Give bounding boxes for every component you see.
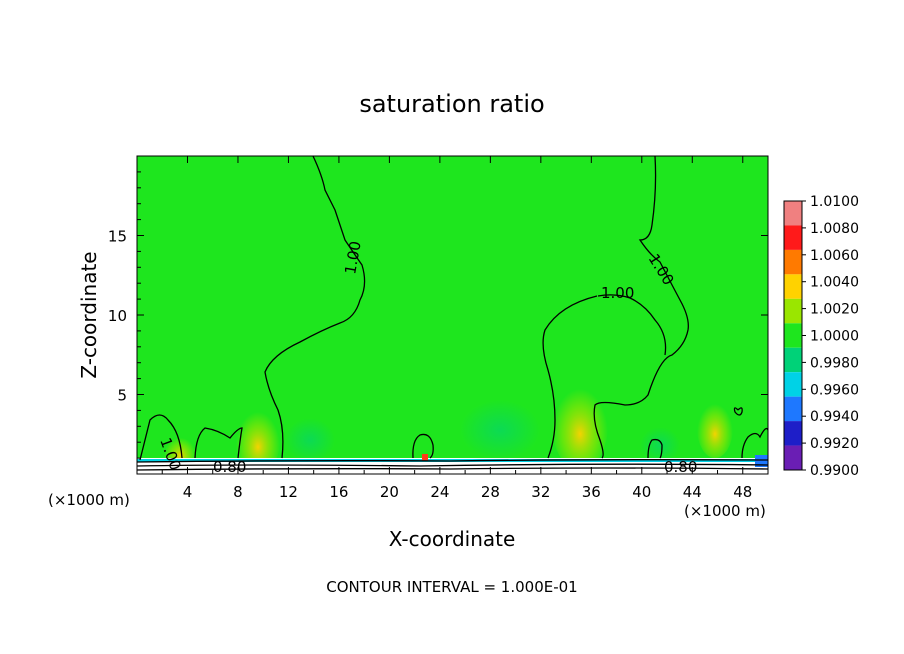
x-tick-label: 44 bbox=[683, 483, 702, 501]
anomaly-blob bbox=[460, 400, 540, 460]
colorbar-label: 1.0000 bbox=[810, 329, 859, 345]
colorbar-swatch bbox=[784, 372, 802, 397]
colorbar-label: 1.0020 bbox=[810, 302, 859, 318]
colorbar-swatch bbox=[784, 445, 802, 470]
x-axis-label: X-coordinate bbox=[389, 527, 516, 551]
plot-field: 1.00 1.00 1.00 1.00 0.80 0.80 bbox=[137, 156, 768, 476]
colorbar-label: 0.9920 bbox=[810, 436, 859, 452]
colorbar-swatch bbox=[784, 225, 802, 250]
surface-blue-patch bbox=[755, 455, 768, 467]
y-tick-label: 15 bbox=[108, 228, 127, 246]
contour-label: 0.80 bbox=[213, 458, 246, 476]
x-tick-label: 36 bbox=[582, 483, 601, 501]
x-tick-label: 12 bbox=[279, 483, 298, 501]
surface-red-patch bbox=[422, 454, 428, 461]
colorbar-label: 0.9900 bbox=[810, 463, 859, 479]
contour-label: 1.00 bbox=[601, 284, 634, 302]
colorbar-swatch bbox=[784, 201, 802, 226]
colorbar-label: 1.0100 bbox=[810, 194, 859, 210]
x-tick-label: 32 bbox=[531, 483, 550, 501]
colorbar-swatch bbox=[784, 298, 802, 324]
x-tick-label: 20 bbox=[380, 483, 399, 501]
colorbar-label: 1.0060 bbox=[810, 248, 859, 264]
x-axis-unit: (×1000 m) bbox=[684, 502, 766, 520]
anomaly-blob bbox=[697, 398, 733, 458]
y-axis-label: Z-coordinate bbox=[77, 251, 101, 378]
colorbar-label: 0.9960 bbox=[810, 382, 859, 398]
anomaly-blob bbox=[640, 427, 680, 463]
x-tick-label: 4 bbox=[183, 483, 193, 501]
x-tick-label: 40 bbox=[632, 483, 651, 501]
contour-lines bbox=[137, 156, 768, 471]
chart-title: saturation ratio bbox=[359, 90, 544, 118]
colorbar-label: 0.9980 bbox=[810, 355, 859, 371]
contour-label: 1.00 bbox=[341, 240, 365, 276]
contour-interval: CONTOUR INTERVAL = 1.000E-01 bbox=[326, 578, 577, 596]
y-axis-unit: (×1000 m) bbox=[48, 491, 130, 509]
x-axis-ticks: 4 8 12 16 20 24 28 32 36 40 44 48 bbox=[161, 156, 752, 501]
x-tick-label: 24 bbox=[430, 483, 449, 501]
y-tick-label: 10 bbox=[108, 307, 127, 325]
field-background bbox=[137, 156, 768, 474]
x-tick-label: 16 bbox=[329, 483, 348, 501]
colorbar-swatch bbox=[784, 396, 802, 422]
colorbar-label: 1.0040 bbox=[810, 275, 859, 291]
x-tick-label: 48 bbox=[733, 483, 752, 501]
anomaly-blob bbox=[552, 380, 608, 470]
colorbar-label: 0.9940 bbox=[810, 409, 859, 425]
anomaly-blob bbox=[236, 405, 280, 474]
y-tick-label: 5 bbox=[117, 387, 127, 405]
colorbar-label: 1.0080 bbox=[810, 221, 859, 237]
colorbar-swatch bbox=[784, 421, 802, 446]
colorbar-swatch bbox=[784, 249, 802, 275]
x-tick-label: 8 bbox=[233, 483, 243, 501]
contour-label: 0.80 bbox=[664, 458, 697, 476]
colorbar-swatch bbox=[784, 323, 802, 348]
anomaly-blob bbox=[285, 418, 335, 462]
colorbar-swatch bbox=[784, 274, 802, 299]
x-tick-label: 28 bbox=[481, 483, 500, 501]
colorbar: 1.0100 1.0080 1.0060 1.0040 1.0020 1.0000 0.99… bbox=[783, 194, 859, 479]
y-axis-ticks: 5 10 15 bbox=[108, 171, 768, 459]
colorbar-swatch bbox=[784, 347, 802, 373]
